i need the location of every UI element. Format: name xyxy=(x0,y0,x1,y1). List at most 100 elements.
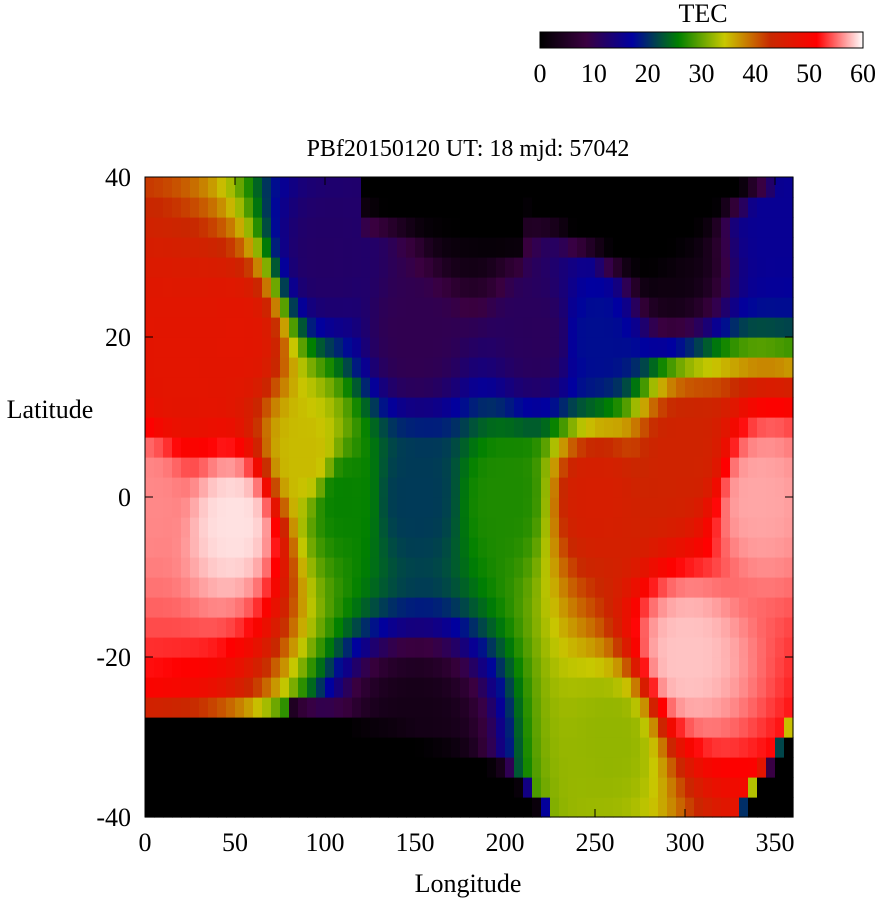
heatmap-cell xyxy=(190,297,200,318)
heatmap-cell xyxy=(640,697,650,718)
heatmap-cell xyxy=(253,737,263,758)
heatmap-cell xyxy=(352,517,362,538)
heatmap-cell xyxy=(757,557,767,578)
heatmap-cell xyxy=(469,637,479,658)
heatmap-cell xyxy=(541,177,551,198)
heatmap-cell xyxy=(748,757,758,778)
heatmap-cell xyxy=(325,217,335,238)
heatmap-cell xyxy=(739,477,749,498)
heatmap-cell xyxy=(505,397,515,418)
heatmap-cell xyxy=(298,577,308,598)
heatmap-cell xyxy=(730,557,740,578)
heatmap-cell xyxy=(253,797,263,818)
heatmap-cell xyxy=(550,357,560,378)
heatmap-cell xyxy=(262,757,272,778)
heatmap-cell xyxy=(442,217,452,238)
heatmap-cell xyxy=(496,557,506,578)
heatmap-cell xyxy=(595,417,605,438)
heatmap-cell xyxy=(649,237,659,258)
heatmap-cell xyxy=(667,697,677,718)
heatmap-cell xyxy=(253,777,263,798)
heatmap-cell xyxy=(640,357,650,378)
heatmap-cell xyxy=(289,217,299,238)
heatmap-cell xyxy=(343,637,353,658)
heatmap-cell xyxy=(541,537,551,558)
heatmap-cell xyxy=(523,417,533,438)
heatmap-cell xyxy=(271,257,281,278)
heatmap-cell xyxy=(442,277,452,298)
heatmap-cell xyxy=(631,797,641,818)
heatmap-cell xyxy=(604,197,614,218)
heatmap-cell xyxy=(766,637,776,658)
heatmap-cell xyxy=(595,637,605,658)
heatmap-cell xyxy=(685,737,695,758)
heatmap-cell xyxy=(190,497,200,518)
heatmap-cell xyxy=(649,657,659,678)
heatmap-cell xyxy=(388,577,398,598)
heatmap-cell xyxy=(640,337,650,358)
heatmap-cell xyxy=(370,457,380,478)
heatmap-cell xyxy=(406,637,416,658)
heatmap-cell xyxy=(451,457,461,478)
heatmap-cell xyxy=(667,237,677,258)
heatmap-cell xyxy=(343,437,353,458)
heatmap-cell xyxy=(721,637,731,658)
heatmap-cell xyxy=(739,357,749,378)
heatmap-cell xyxy=(496,257,506,278)
heatmap-cell xyxy=(523,577,533,598)
heatmap-cell xyxy=(388,557,398,578)
heatmap-cell xyxy=(316,497,326,518)
heatmap-cell xyxy=(631,177,641,198)
heatmap-cell xyxy=(172,257,182,278)
heatmap-cell xyxy=(307,617,317,638)
heatmap-cell xyxy=(577,257,587,278)
heatmap-cell xyxy=(478,537,488,558)
heatmap-cell xyxy=(550,377,560,398)
heatmap-cell xyxy=(298,697,308,718)
heatmap-cell xyxy=(307,557,317,578)
heatmap-cell xyxy=(370,437,380,458)
heatmap-cell xyxy=(496,197,506,218)
heatmap-cell xyxy=(676,637,686,658)
heatmap-cell xyxy=(496,737,506,758)
heatmap-cell xyxy=(766,317,776,338)
heatmap-cell xyxy=(712,297,722,318)
heatmap-cell xyxy=(181,577,191,598)
heatmap-cell xyxy=(208,757,218,778)
heatmap-cell xyxy=(469,517,479,538)
heatmap-cell xyxy=(766,477,776,498)
heatmap-cell xyxy=(289,657,299,678)
heatmap-cell xyxy=(730,257,740,278)
heatmap-cell xyxy=(145,737,155,758)
heatmap-cell xyxy=(658,317,668,338)
heatmap-cell xyxy=(307,377,317,398)
heatmap-cell xyxy=(550,457,560,478)
heatmap-cell xyxy=(658,457,668,478)
heatmap-cell xyxy=(703,617,713,638)
heatmap-cell xyxy=(694,677,704,698)
heatmap-cell xyxy=(325,677,335,698)
heatmap-cell xyxy=(550,717,560,738)
heatmap-cell xyxy=(406,417,416,438)
heatmap-cell xyxy=(298,797,308,818)
colorbar-tick-label: 40 xyxy=(742,59,768,88)
heatmap-cell xyxy=(775,377,785,398)
heatmap-cell xyxy=(154,277,164,298)
heatmap-cell xyxy=(622,417,632,438)
heatmap-cell xyxy=(325,437,335,458)
heatmap-cell xyxy=(172,537,182,558)
heatmap-cell xyxy=(568,577,578,598)
heatmap-cell xyxy=(343,417,353,438)
heatmap-cell xyxy=(703,277,713,298)
heatmap-cell xyxy=(505,377,515,398)
heatmap-cell xyxy=(658,497,668,518)
heatmap-cell xyxy=(595,357,605,378)
heatmap-cell xyxy=(685,457,695,478)
heatmap-cell xyxy=(199,417,209,438)
heatmap-cell xyxy=(676,697,686,718)
heatmap-cell xyxy=(316,357,326,378)
heatmap-cell xyxy=(604,417,614,438)
heatmap-cell xyxy=(370,377,380,398)
heatmap-cell xyxy=(784,237,794,258)
heatmap-cell xyxy=(496,497,506,518)
